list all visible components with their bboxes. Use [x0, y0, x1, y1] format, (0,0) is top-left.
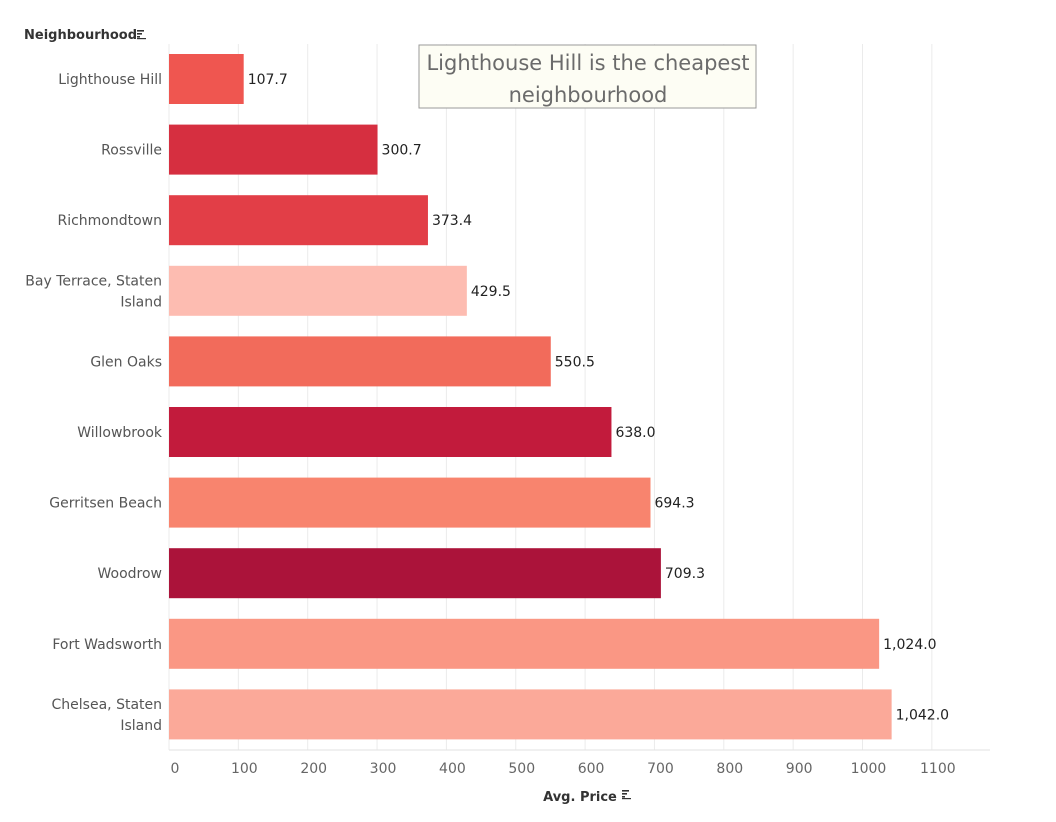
value-label: 709.3 — [665, 566, 705, 582]
sort-descending-icon[interactable] — [137, 30, 146, 40]
category-label: Lighthouse Hill — [58, 72, 162, 88]
annotation-box: Lighthouse Hill is the cheapest neighbour… — [418, 44, 757, 109]
bar[interactable] — [169, 548, 661, 599]
bar[interactable] — [169, 618, 880, 669]
value-label: 300.7 — [382, 143, 422, 159]
x-tick-label: 700 — [647, 761, 674, 777]
category-label: Chelsea, Staten Island — [52, 697, 162, 734]
category-label: Glen Oaks — [90, 354, 162, 370]
bar[interactable] — [169, 336, 551, 387]
bar[interactable] — [169, 477, 651, 528]
bar[interactable] — [169, 124, 378, 175]
category-label: Richmondtown — [57, 213, 162, 229]
category-label: Gerritsen Beach — [49, 496, 162, 512]
x-tick-label: 600 — [578, 761, 605, 777]
x-tick-label: 900 — [786, 761, 813, 777]
x-tick-label: 100 — [231, 761, 258, 777]
x-tick-label: 800 — [716, 761, 743, 777]
x-tick-label: 300 — [370, 761, 397, 777]
value-label: 550.5 — [555, 354, 595, 370]
bar[interactable] — [169, 407, 612, 457]
x-axis-title: Avg. Price — [543, 790, 617, 805]
category-label: Willowbrook — [77, 425, 163, 441]
bar[interactable] — [169, 195, 428, 246]
value-label: 694.3 — [654, 496, 694, 512]
value-label: 373.4 — [432, 213, 472, 229]
category-label: Rossville — [101, 143, 162, 159]
x-tick-label: 400 — [439, 761, 466, 777]
value-label: 1,024.0 — [883, 637, 936, 653]
y-axis-title: Neighbourhood — [24, 28, 137, 43]
x-tick-label: 1000 — [851, 761, 887, 777]
value-label: 429.5 — [471, 284, 511, 300]
annotation-background — [418, 44, 757, 109]
x-tick-label: 0 — [171, 761, 180, 777]
category-labels: Lighthouse Hill Rossville Richmondtown Bay … — [25, 72, 163, 734]
sort-descending-icon[interactable] — [622, 790, 631, 800]
category-label: Woodrow — [97, 566, 162, 582]
value-labels: 107.7 300.7 373.4 429.5 550.5 638.0 694.3 709.3… — [248, 72, 949, 723]
category-label: Bay Terrace, Staten Island — [25, 273, 162, 310]
value-label: 638.0 — [615, 425, 655, 441]
bar[interactable] — [169, 265, 467, 316]
x-tick-label: 1100 — [920, 761, 956, 777]
annotation-text: Lighthouse Hill is the cheapest neighbour… — [426, 51, 749, 107]
bar[interactable] — [169, 54, 244, 104]
x-axis: 0 100 200 300 400 500 600 700 800 900 1000 1100 — [169, 749, 990, 777]
bar[interactable] — [169, 689, 892, 740]
value-label: 107.7 — [248, 72, 288, 88]
value-label: 1,042.0 — [896, 707, 949, 723]
x-tick-label: 200 — [300, 761, 327, 777]
x-tick-label: 500 — [508, 761, 535, 777]
bars — [169, 54, 892, 740]
category-label: Fort Wadsworth — [52, 637, 162, 653]
